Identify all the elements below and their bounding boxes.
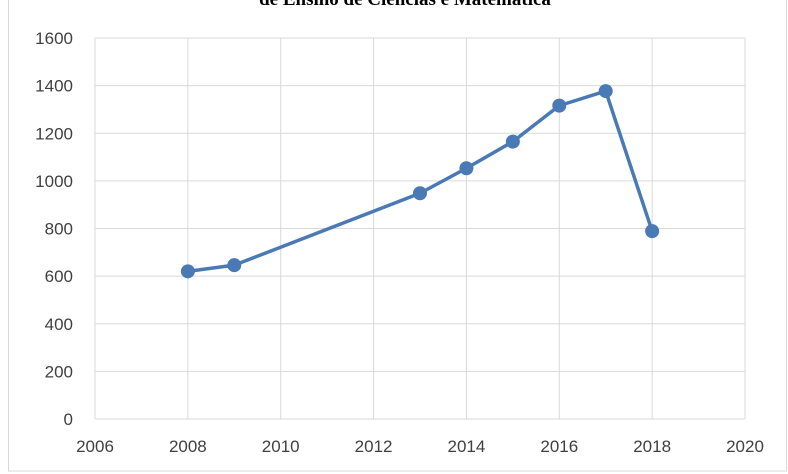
y-tick-label: 200: [45, 362, 73, 381]
y-tick-label: 1400: [35, 77, 73, 96]
x-tick-label: 2006: [76, 437, 114, 456]
y-tick-label: 1000: [35, 172, 73, 191]
data-point: [227, 258, 242, 273]
y-tick-label: 600: [45, 267, 73, 286]
series-line: [187, 89, 654, 274]
x-tick-label: 2020: [726, 437, 764, 456]
data-point: [505, 134, 520, 149]
x-tick-label: 2016: [540, 437, 578, 456]
y-tick-label: 0: [64, 410, 73, 429]
x-tick-label: 2010: [262, 437, 300, 456]
data-point: [598, 84, 613, 99]
x-tick-label: 2012: [355, 437, 393, 456]
y-tick-label: 400: [45, 315, 73, 334]
x-tick-label: 2014: [448, 437, 486, 456]
y-tick-label: 1200: [35, 124, 73, 143]
data-point: [552, 98, 567, 113]
y-tick-label: 800: [45, 220, 73, 239]
data-point: [645, 224, 660, 239]
data-point: [180, 264, 195, 279]
chart-title: de Ensino de Ciências e Matemática: [259, 0, 551, 10]
data-point: [413, 186, 427, 201]
data-point: [459, 161, 474, 176]
chart-frame: [8, 0, 787, 472]
x-tick-label: 2008: [169, 437, 207, 456]
x-tick-label: 2018: [633, 437, 671, 456]
y-tick-label: 1600: [35, 29, 73, 48]
